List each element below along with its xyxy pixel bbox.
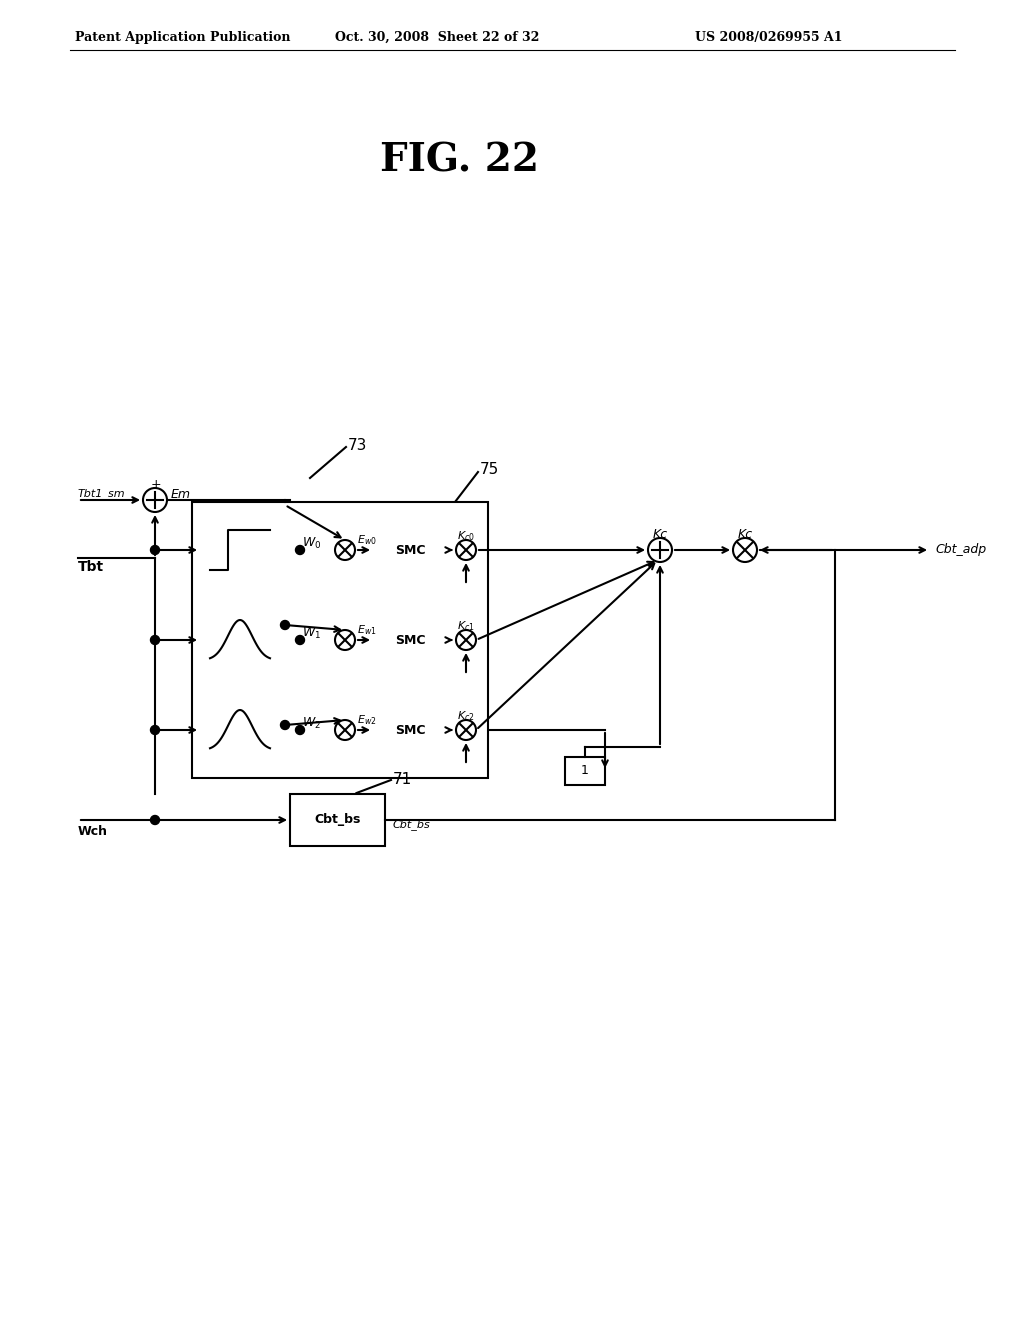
Circle shape [733,539,757,562]
Circle shape [281,721,290,730]
Text: →: → [125,495,135,506]
Text: Wch: Wch [78,825,108,838]
Circle shape [151,726,160,734]
Circle shape [143,488,167,512]
Text: SMC: SMC [395,723,426,737]
Bar [208,708,272,752]
Text: $W_0$: $W_0$ [302,536,322,550]
Text: $K_{c0}$: $K_{c0}$ [457,529,475,543]
Text: $E_{w0}$: $E_{w0}$ [357,533,377,546]
Bar [208,618,272,663]
Text: $E_{w1}$: $E_{w1}$ [357,623,377,636]
Bar [373,529,449,572]
Text: $K_{c1}$: $K_{c1}$ [457,619,475,632]
Text: 71: 71 [393,771,413,787]
Circle shape [335,540,355,560]
Bar [200,700,280,760]
Bar [290,795,385,846]
Bar [565,756,605,785]
Text: SMC: SMC [395,634,426,647]
Text: Cbt_adp: Cbt_adp [935,544,986,557]
Bar [373,709,449,751]
Circle shape [456,540,476,560]
Text: Cbt_bs: Cbt_bs [393,820,431,830]
Bar [373,619,449,661]
Text: Tbt: Tbt [78,560,104,574]
Circle shape [151,635,160,644]
Text: Patent Application Publication: Patent Application Publication [75,30,291,44]
Text: 75: 75 [480,462,500,478]
Text: Kc: Kc [652,528,668,540]
Text: FIG. 22: FIG. 22 [380,141,539,180]
Text: Oct. 30, 2008  Sheet 22 of 32: Oct. 30, 2008 Sheet 22 of 32 [335,30,540,44]
Text: Cbt_bs: Cbt_bs [314,813,360,826]
Circle shape [151,545,160,554]
Text: $E_{w2}$: $E_{w2}$ [357,713,377,727]
Text: $W_2$: $W_2$ [302,715,321,730]
Bar [193,502,488,777]
Circle shape [296,726,304,734]
Text: +: + [151,479,162,491]
Text: $W_1$: $W_1$ [302,626,322,640]
Circle shape [648,539,672,562]
Text: 1: 1 [581,764,589,777]
Circle shape [151,816,160,825]
Bar [200,520,280,579]
Text: SMC: SMC [395,544,426,557]
Text: 73: 73 [348,437,368,453]
Text: US 2008/0269955 A1: US 2008/0269955 A1 [695,30,843,44]
Circle shape [281,620,290,630]
Text: $K_{c2}$: $K_{c2}$ [457,709,475,723]
Bar [200,610,280,671]
Circle shape [296,635,304,644]
Text: Kc: Kc [737,528,753,540]
Circle shape [296,545,304,554]
Bar [208,528,272,572]
Circle shape [335,630,355,649]
Text: Tbt1_sm: Tbt1_sm [78,488,126,499]
Circle shape [456,630,476,649]
Circle shape [456,719,476,741]
Circle shape [335,719,355,741]
Text: Em: Em [171,487,191,500]
